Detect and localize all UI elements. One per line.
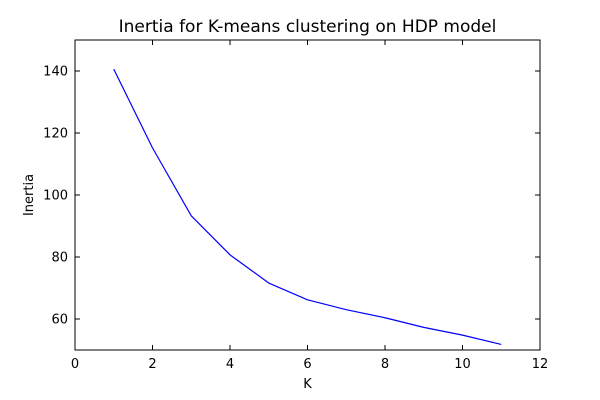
x-tick-label: 10 [454, 357, 471, 372]
x-axis-label: K [303, 377, 312, 392]
y-axis-label: Inertia [22, 174, 37, 216]
x-tick-label: 4 [226, 357, 234, 372]
plot-frame [74, 39, 541, 351]
y-tick-label: 80 [51, 251, 68, 266]
chart-title: Inertia for K-means clustering on HDP mo… [119, 17, 497, 37]
x-tick-label: 0 [71, 357, 79, 372]
x-tick-label: 6 [303, 357, 311, 372]
plot-area: 0 2 4 6 8 10 12 60 80 100 120 140 [43, 39, 549, 372]
y-tick-label: 60 [51, 313, 68, 328]
y-tick-label: 120 [43, 127, 68, 142]
x-tick-label: 8 [381, 357, 389, 372]
x-tick-label: 2 [148, 357, 156, 372]
plot-background [75, 40, 540, 350]
y-tick-label: 140 [43, 65, 68, 80]
y-tick-label: 100 [43, 189, 68, 204]
x-tick-label: 12 [532, 357, 549, 372]
series-layer [113, 68, 502, 346]
